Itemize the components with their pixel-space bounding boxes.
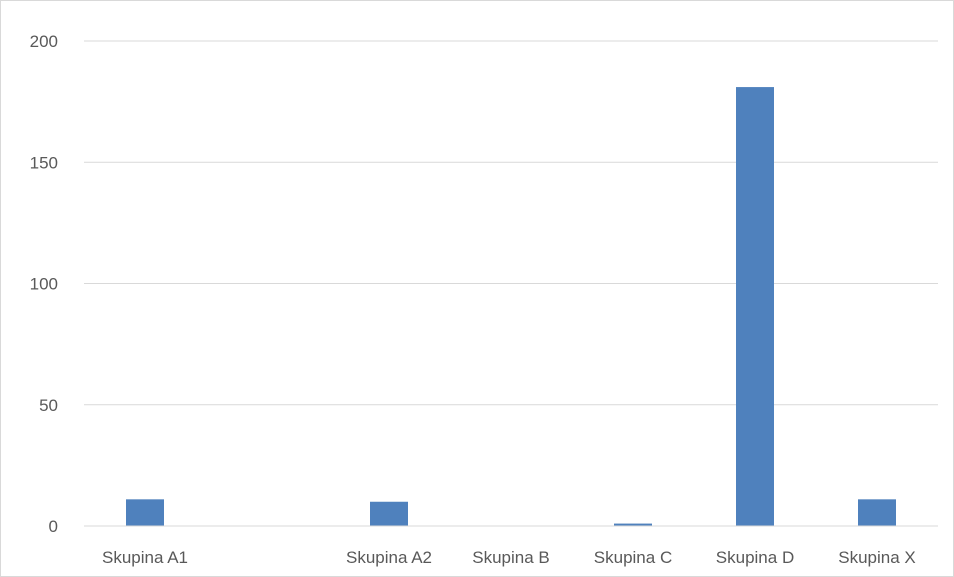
y-tick-label: 100: [30, 275, 58, 294]
y-tick-label: 200: [30, 32, 58, 51]
y-tick-label: 150: [30, 153, 58, 172]
x-tick-label: Skupina B: [472, 548, 550, 567]
y-tick-label: 50: [39, 396, 58, 415]
y-axis-tick-labels: 0 50 100 150 200: [30, 32, 58, 536]
bar: [736, 87, 774, 526]
bar: [614, 523, 652, 526]
bars: [126, 87, 896, 526]
x-tick-label: Skupina A2: [346, 548, 432, 567]
y-tick-label: 0: [49, 517, 58, 536]
x-axis-tick-labels: Skupina A1 Skupina A2 Skupina B Skupina C Sk…: [102, 548, 916, 567]
x-tick-label: Skupina C: [594, 548, 672, 567]
bar: [858, 499, 896, 526]
bar: [370, 501, 408, 526]
bar: [126, 499, 164, 526]
x-tick-label: Skupina A1: [102, 548, 188, 567]
gridlines: [84, 40, 938, 406]
x-tick-label: Skupina D: [716, 548, 794, 567]
x-tick-label: Skupina X: [838, 548, 916, 567]
